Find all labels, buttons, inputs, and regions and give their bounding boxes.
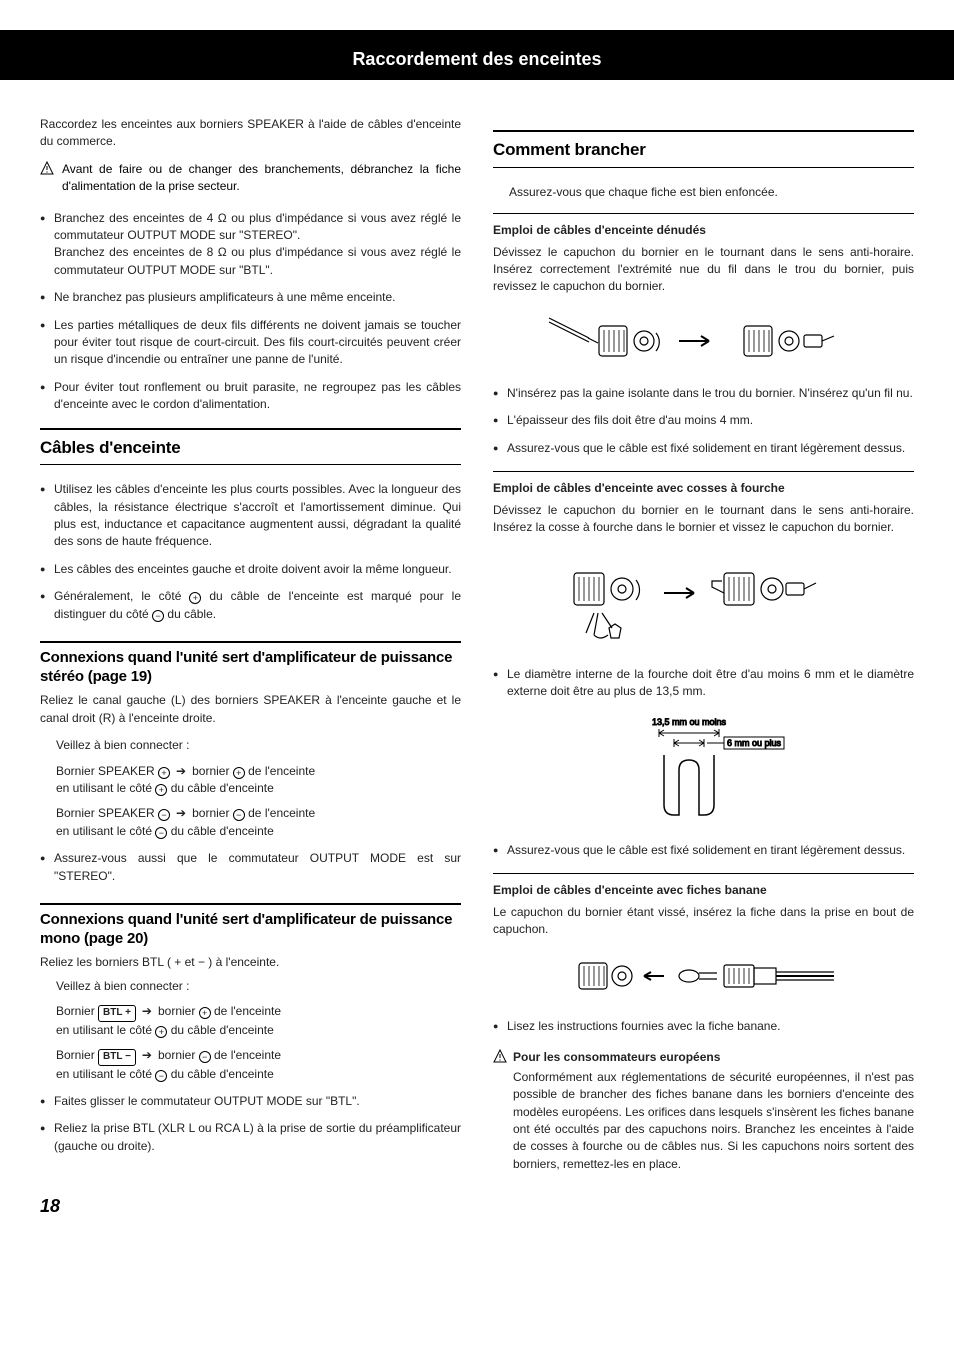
spade-bullet-2: Assurez-vous que le câble est fixé solid…	[493, 842, 914, 859]
bare-wire-paragraph: Dévissez le capuchon du bornier en le to…	[493, 244, 914, 296]
warning-icon	[493, 1049, 507, 1068]
eu-title: Pour les consommateurs européens	[513, 1049, 914, 1066]
mono-conn-plus: Bornier BTL +➔bornier + de l'enceinte en…	[56, 1003, 461, 1039]
cable-bullet-1: Utilisez les câbles d'enceinte les plus …	[40, 481, 461, 551]
bare-bullet-3: Assurez-vous que le câble est fixé solid…	[493, 440, 914, 457]
figure-bare-wire	[493, 308, 914, 373]
divider	[493, 873, 914, 874]
bullet-impedance: Branchez des enceintes de 4 Ω ou plus d'…	[40, 210, 461, 280]
figure-spade-dims: 13,5 mm ou moins 6 mm ou plus	[493, 715, 914, 830]
right-column: Comment brancher Assurez-vous que chaque…	[493, 116, 914, 1183]
bullet-multi-amp: Ne branchez pas plusieurs amplificateurs…	[40, 289, 461, 306]
plus-icon: +	[189, 592, 201, 604]
minus-icon: −	[152, 610, 164, 622]
bare-bullet-2: L'épaisseur des fils doit être d'au moin…	[493, 412, 914, 429]
section-brancher: Comment brancher	[493, 130, 914, 168]
divider	[493, 471, 914, 472]
spade-paragraph: Dévissez le capuchon du bornier en le to…	[493, 502, 914, 537]
heading-banana: Emploi de câbles d'enceinte avec fiches …	[493, 882, 914, 899]
svg-text:13,5 mm ou moins: 13,5 mm ou moins	[651, 717, 726, 727]
eu-warning: Pour les consommateurs européens Conform…	[493, 1049, 914, 1183]
intro-paragraph: Raccordez les enceintes aux borniers SPE…	[40, 116, 461, 151]
mono-conn-minus: Bornier BTL −➔bornier − de l'enceinte en…	[56, 1047, 461, 1083]
figure-banana	[493, 951, 914, 1006]
assurez-text: Assurez-vous que chaque fiche est bien e…	[509, 184, 914, 201]
spade-bullet-1: Le diamètre interne de la fourche doit ê…	[493, 666, 914, 701]
section-mono: Connexions quand l'unité sert d'amplific…	[40, 903, 461, 949]
heading-spade: Emploi de câbles d'enceinte avec cosses …	[493, 480, 914, 497]
heading-bare-wire: Emploi de câbles d'enceinte dénudés	[493, 222, 914, 239]
mono-bullet-2: Reliez la prise BTL (XLR L ou RCA L) à l…	[40, 1120, 461, 1155]
bullet-hum: Pour éviter tout ronflement ou bruit par…	[40, 379, 461, 414]
stereo-conn-minus: Bornier SPEAKER −➔bornier − de l'enceint…	[56, 805, 461, 840]
cable-bullet-3: Généralement, le côté + du câble de l'en…	[40, 588, 461, 623]
banana-paragraph: Le capuchon du bornier étant vissé, insé…	[493, 904, 914, 939]
warning-icon	[40, 161, 54, 180]
figure-spade	[493, 548, 914, 653]
section-cables: Câbles d'enceinte	[40, 428, 461, 466]
stereo-conn-plus: Bornier SPEAKER +➔bornier + de l'enceint…	[56, 763, 461, 798]
bullet-short-circuit: Les parties métalliques de deux fils dif…	[40, 317, 461, 369]
cable-bullet-2: Les câbles des enceintes gauche et droit…	[40, 561, 461, 578]
header-bar: Raccordement des enceintes	[0, 30, 954, 80]
banana-bullet-1: Lisez les instructions fournies avec la …	[493, 1018, 914, 1035]
warning-row: Avant de faire ou de changer des branche…	[40, 161, 461, 196]
left-column: Raccordez les enceintes aux borniers SPE…	[40, 116, 461, 1183]
warning-text: Avant de faire ou de changer des branche…	[62, 161, 461, 196]
veillez-label: Veillez à bien connecter :	[56, 737, 461, 754]
stereo-mode-bullet: Assurez-vous aussi que le commutateur OU…	[40, 850, 461, 885]
bare-bullet-1: N'insérez pas la gaine isolante dans le …	[493, 385, 914, 402]
page-number: 18	[40, 1193, 914, 1219]
veillez-label-2: Veillez à bien connecter :	[56, 978, 461, 995]
mono-paragraph: Reliez les borniers BTL ( + et − ) à l'e…	[40, 954, 461, 971]
page-title: Raccordement des enceintes	[0, 46, 954, 72]
stereo-paragraph: Reliez le canal gauche (L) des borniers …	[40, 692, 461, 727]
section-stereo: Connexions quand l'unité sert d'amplific…	[40, 641, 461, 687]
eu-paragraph: Conformément aux réglementations de sécu…	[513, 1069, 914, 1173]
svg-text:6 mm ou plus: 6 mm ou plus	[727, 738, 782, 748]
divider	[493, 213, 914, 214]
mono-bullet-1: Faites glisser le commutateur OUTPUT MOD…	[40, 1093, 461, 1110]
